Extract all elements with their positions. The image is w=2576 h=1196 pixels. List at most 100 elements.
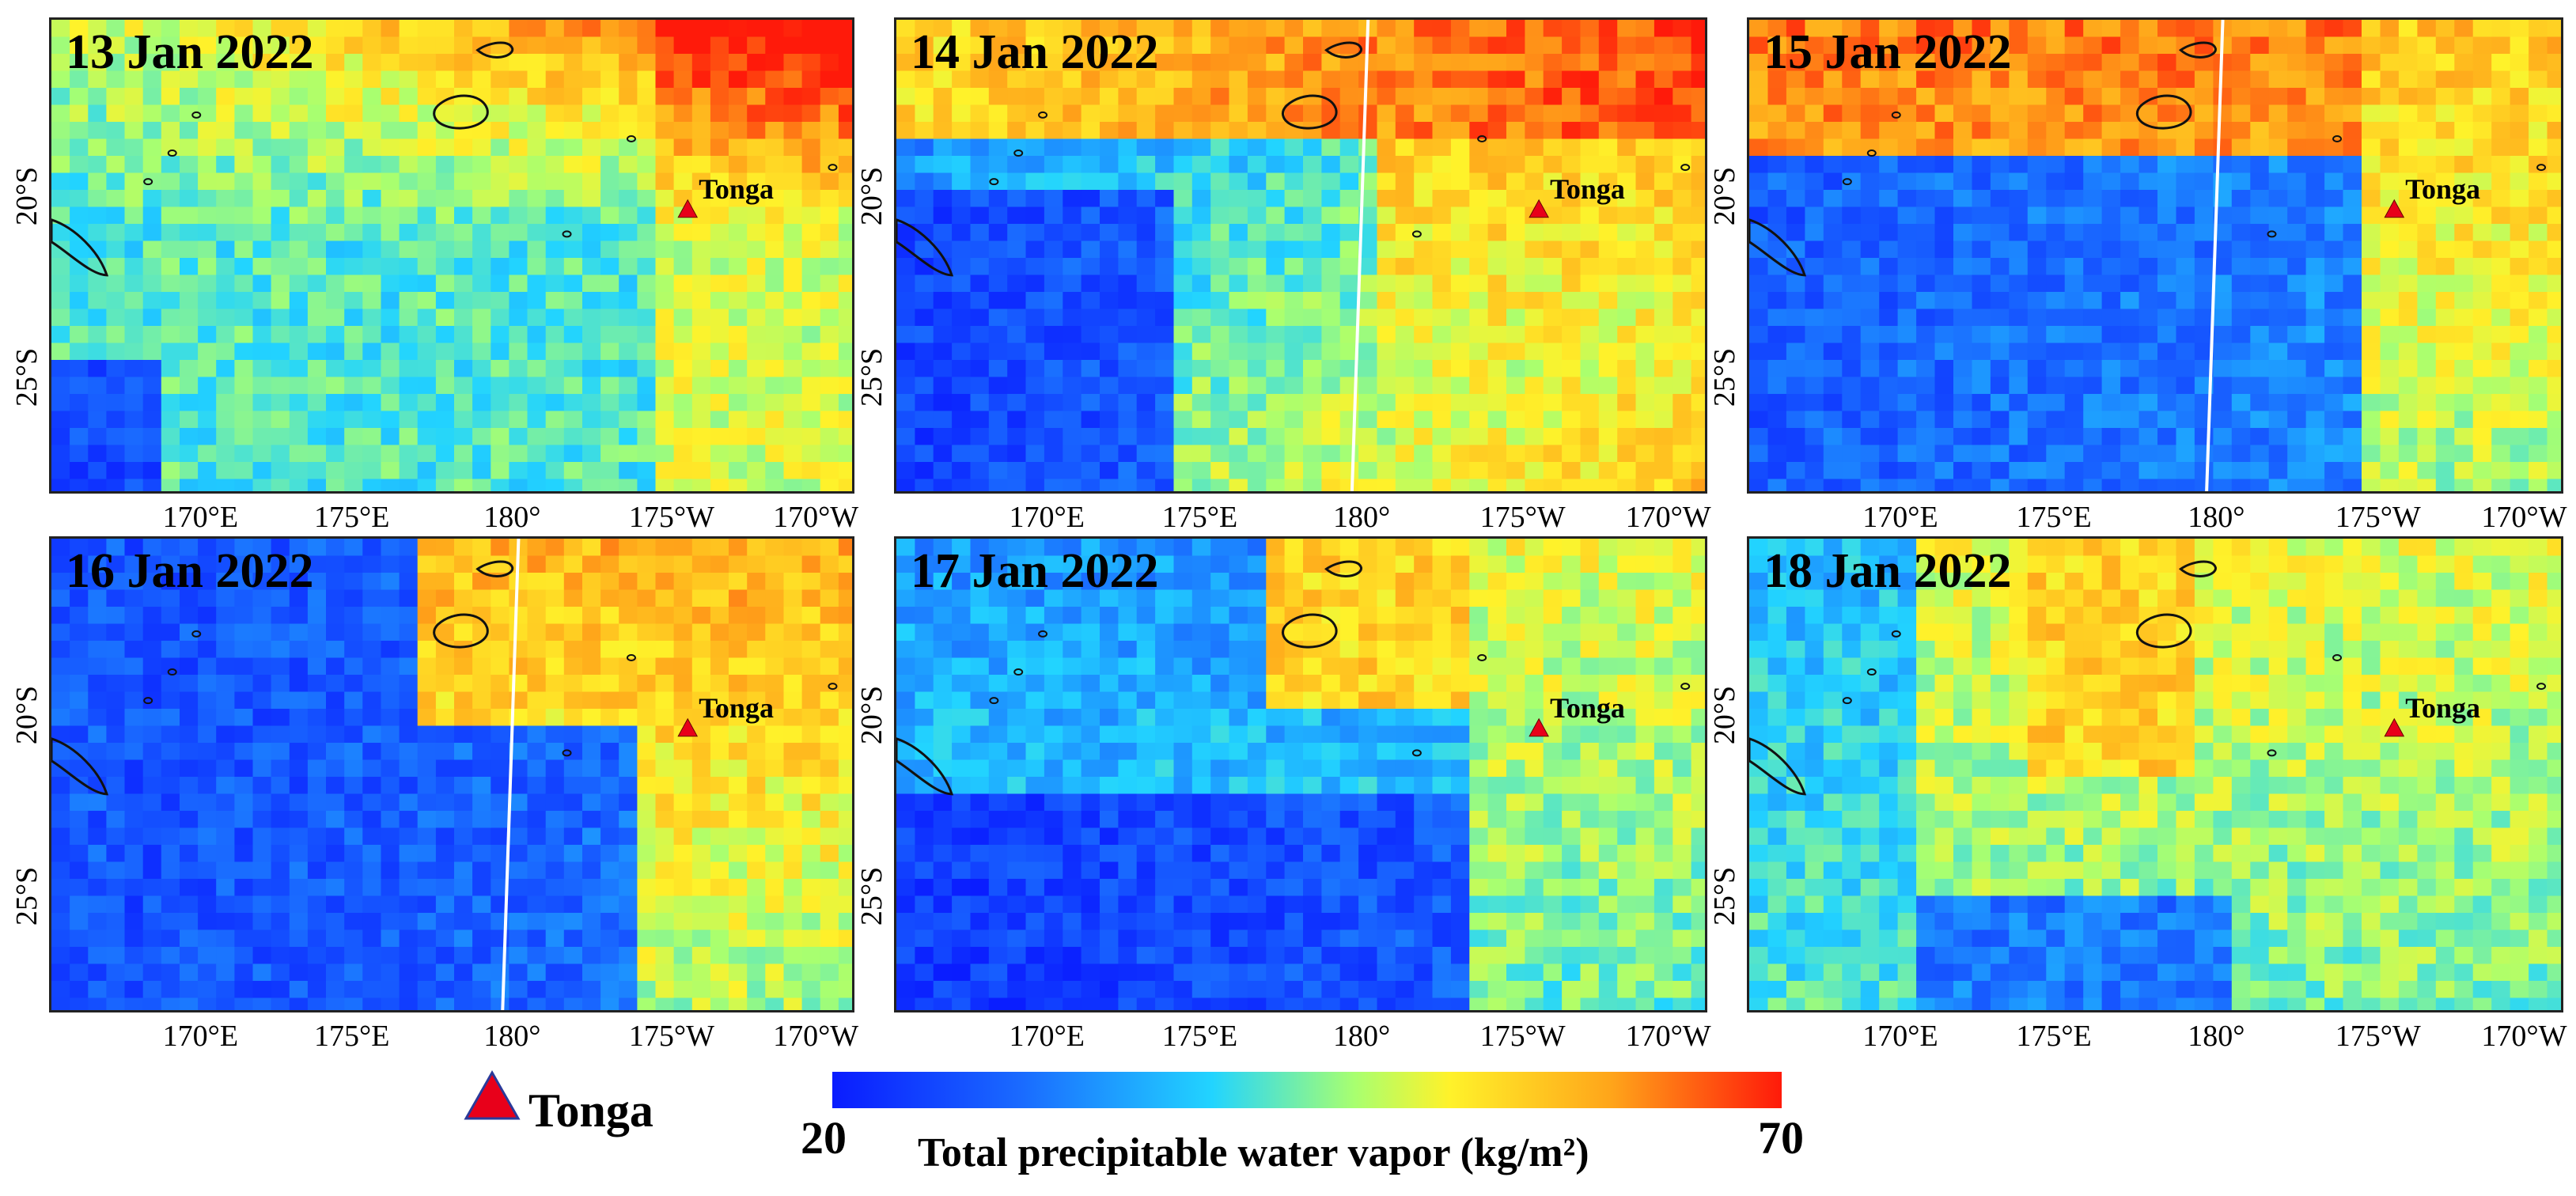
colorbar-title: Total precipitable water vapor (kg/m²)	[918, 1130, 1589, 1175]
legend-tonga-label: Tonga	[528, 1084, 653, 1137]
lon-tick-label: 180°	[483, 1020, 541, 1053]
vapor-field-6	[1749, 539, 2561, 1010]
island-outline	[2332, 654, 2343, 661]
island-outline	[562, 230, 572, 238]
island-outline	[1477, 135, 1487, 142]
lon-tick-label: 170°E	[162, 501, 239, 534]
lon-tick-label: 175°W	[2335, 1020, 2421, 1053]
island-outline	[1411, 749, 1422, 757]
tonga-marker-icon	[2384, 199, 2405, 218]
tonga-marker-icon	[2384, 717, 2405, 737]
lon-tick-label: 175°W	[1479, 1020, 1566, 1053]
lon-tick-label: 170°W	[1625, 501, 1711, 534]
coastline	[896, 560, 1362, 796]
vapor-field-5	[896, 539, 1705, 1010]
lon-tick-label: 170°W	[2481, 501, 2567, 534]
panel-date-label: 15 Jan 2022	[1763, 25, 2012, 79]
lon-tick-label: 180°	[483, 501, 541, 534]
island-outline	[2267, 749, 2277, 757]
island-outline	[1680, 164, 1691, 172]
island-outline	[167, 150, 177, 157]
lon-tick-label: 170°E	[1862, 501, 1938, 534]
colorbar	[832, 1072, 1782, 1108]
map-panel-1: 13 Jan 2022 Tonga	[49, 17, 854, 494]
lon-tick-label: 170°W	[2481, 1020, 2567, 1053]
island-outline	[1477, 654, 1487, 661]
island-outline	[626, 654, 636, 661]
island-outline	[1013, 668, 1024, 676]
tonga-marker-icon	[1529, 199, 1549, 218]
island-outline	[828, 164, 838, 172]
lon-tick-label: 175°W	[2335, 501, 2421, 534]
lat-tick-label: 25°S	[10, 866, 44, 925]
island-outline	[2332, 135, 2343, 142]
tonga-label: Tonga	[2405, 691, 2480, 724]
tonga-label: Tonga	[1550, 691, 1625, 724]
lon-tick-label: 175°E	[1161, 1020, 1238, 1053]
island-outline	[1013, 150, 1024, 157]
coastline	[51, 560, 514, 796]
map-panel-5: 17 Jan 2022 Tonga	[894, 536, 1707, 1012]
lon-tick-label: 170°W	[1625, 1020, 1711, 1053]
island-outline	[562, 749, 572, 757]
vapor-field-4	[51, 539, 852, 1010]
lon-tick-label: 180°	[2188, 501, 2245, 534]
lon-tick-label: 175°E	[314, 1020, 390, 1053]
island-outline	[828, 683, 838, 691]
lat-tick-label: 20°S	[10, 166, 44, 225]
lat-tick-label: 25°S	[1708, 347, 1741, 407]
lon-tick-label: 175°E	[1161, 501, 1238, 534]
tonga-marker-icon	[1529, 717, 1549, 737]
panel-date-label: 17 Jan 2022	[911, 544, 1159, 598]
lat-tick-label: 20°S	[855, 685, 888, 744]
island-outline	[2267, 230, 2277, 238]
coastline	[1749, 560, 2217, 796]
island-outline	[191, 111, 202, 119]
map-panel-6: 18 Jan 2022 Tonga	[1747, 536, 2563, 1012]
panel-date-label: 13 Jan 2022	[66, 25, 314, 79]
island-outline	[2536, 164, 2547, 172]
coastline	[51, 41, 514, 277]
map-panel-2: 14 Jan 2022 Tonga	[894, 17, 1707, 494]
island-outline	[167, 668, 177, 676]
lon-tick-label: 175°W	[628, 501, 714, 534]
island-outline	[1866, 668, 1877, 676]
island-outline	[143, 697, 153, 705]
coastline	[1749, 41, 2217, 277]
island-outline	[1842, 178, 1852, 186]
tonga-label: Tonga	[1550, 172, 1625, 205]
lon-tick-label: 170°E	[1009, 501, 1085, 534]
lon-tick-label: 170°W	[773, 1020, 859, 1053]
lat-tick-label: 25°S	[855, 347, 888, 407]
map-panel-4: 16 Jan 2022 Tonga	[49, 536, 854, 1012]
tonga-label: Tonga	[699, 691, 774, 724]
legend-tonga-marker-icon	[464, 1069, 521, 1120]
lon-tick-label: 180°	[1332, 501, 1391, 534]
island-outline	[1411, 230, 1422, 238]
lon-tick-label: 175°E	[314, 501, 390, 534]
lon-tick-label: 170°E	[1009, 1020, 1085, 1053]
island-outline	[989, 697, 999, 705]
date-line-gap	[501, 539, 521, 1010]
lon-tick-label: 180°	[1332, 1020, 1391, 1053]
island-outline	[1891, 630, 1901, 638]
panel-date-label: 16 Jan 2022	[66, 544, 314, 598]
tonga-label: Tonga	[2405, 172, 2480, 205]
lon-tick-label: 175°E	[2016, 1020, 2092, 1053]
lat-tick-label: 25°S	[10, 347, 44, 407]
island-outline	[191, 630, 202, 638]
coastline	[896, 41, 1362, 277]
map-panel-3: 15 Jan 2022 Tonga	[1747, 17, 2563, 494]
vapor-field-2	[896, 20, 1705, 491]
vapor-field-3	[1749, 20, 2561, 491]
lat-tick-label: 20°S	[10, 685, 44, 744]
island-outline	[1680, 683, 1691, 691]
lon-tick-label: 175°W	[1479, 501, 1566, 534]
panel-date-label: 18 Jan 2022	[1763, 544, 2012, 598]
lat-tick-label: 25°S	[1708, 866, 1741, 925]
island-outline	[1038, 111, 1048, 119]
tonga-marker-icon	[677, 199, 699, 218]
lat-tick-label: 25°S	[855, 866, 888, 925]
island-outline	[1038, 630, 1048, 638]
island-outline	[989, 178, 999, 186]
